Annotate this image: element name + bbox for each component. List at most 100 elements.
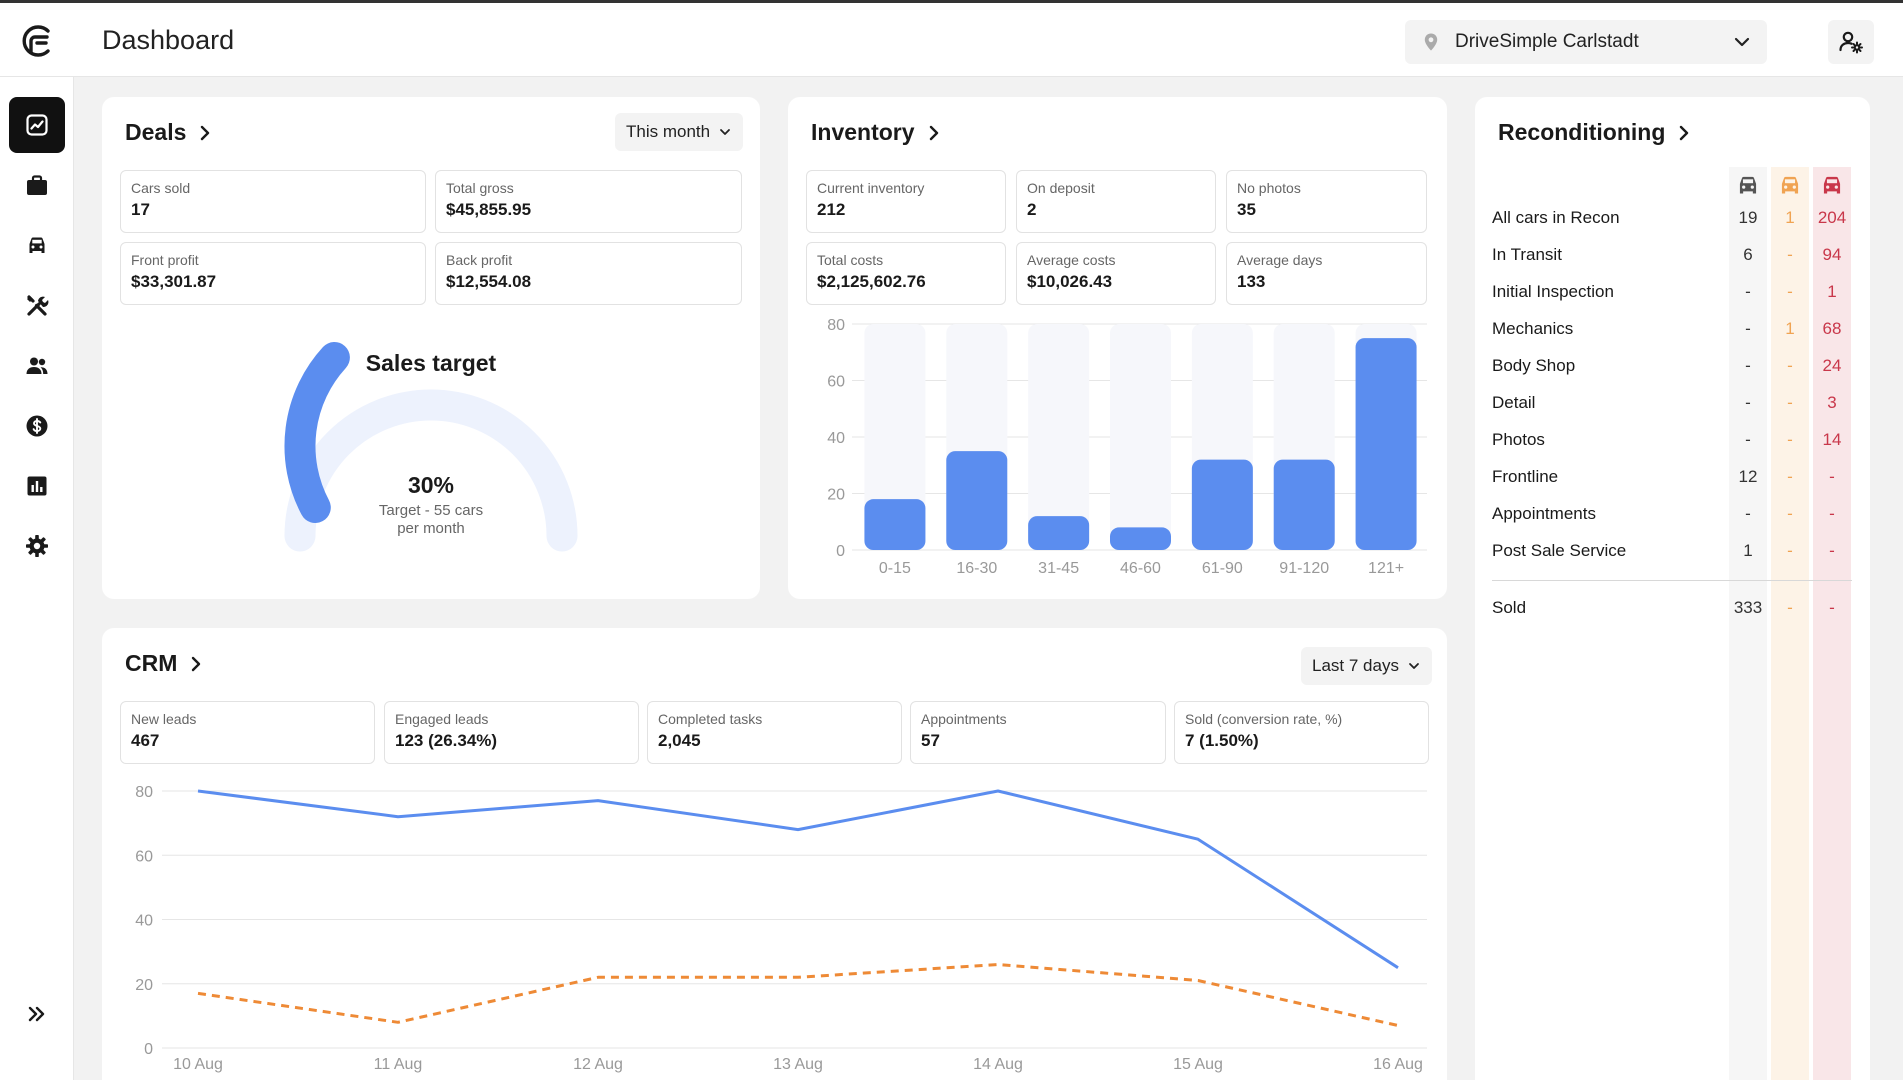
stat-average-costs: Average costs $10,026.43 xyxy=(1016,242,1216,305)
recon-count-total: 6 xyxy=(1743,245,1753,264)
x-tick-label: 10 Aug xyxy=(173,1056,223,1073)
stat-value: 57 xyxy=(921,731,940,750)
sidebar-item-finance[interactable] xyxy=(9,398,65,454)
reconditioning-title-link[interactable]: Reconditioning xyxy=(1498,119,1693,146)
recon-count-overdue: - xyxy=(1829,541,1835,560)
briefcase-icon xyxy=(27,175,47,195)
chevron-right-icon xyxy=(1680,125,1689,140)
stat-back-profit: Back profit $12,554.08 xyxy=(435,242,742,305)
stat-label: New leads xyxy=(131,711,197,727)
bar[interactable] xyxy=(864,499,926,550)
bar[interactable] xyxy=(1273,459,1335,550)
bar-track xyxy=(1028,324,1090,550)
stat-value: 35 xyxy=(1237,200,1256,219)
x-tick-label: 61-90 xyxy=(1202,560,1243,577)
bar[interactable] xyxy=(946,451,1008,550)
recon-count-total: 19 xyxy=(1738,208,1758,227)
top-bar: Dashboard DriveSimple Carlstadt xyxy=(0,0,1903,77)
y-tick-label: 80 xyxy=(135,784,153,801)
bar[interactable] xyxy=(1191,459,1253,550)
car-icon xyxy=(1739,176,1757,194)
recon-count-warning: - xyxy=(1787,393,1793,412)
recon-row-name: Frontline xyxy=(1492,467,1559,486)
series-line[interactable] xyxy=(197,963,1399,1027)
sidebar-item-deals[interactable] xyxy=(9,158,65,214)
recon-column-bg-overdue xyxy=(1813,167,1851,1080)
recon-row-initial-inspection[interactable]: Initial Inspection - - 1 xyxy=(1475,273,1870,310)
reconditioning-title: Reconditioning xyxy=(1498,119,1666,145)
sidebar-expand-button[interactable] xyxy=(9,986,65,1042)
brand-logo-icon[interactable] xyxy=(18,22,56,60)
stat-value: 212 xyxy=(817,200,846,219)
recon-count-total: - xyxy=(1745,282,1751,301)
recon-row-in-transit[interactable]: In Transit 6 - 94 xyxy=(1475,236,1870,273)
recon-row-mechanics[interactable]: Mechanics - 1 68 xyxy=(1475,310,1870,347)
inventory-title-link[interactable]: Inventory xyxy=(811,119,943,146)
recon-count-overdue: - xyxy=(1829,598,1835,617)
car-icon xyxy=(1781,176,1799,194)
stat-no-photos: No photos 35 xyxy=(1226,170,1427,233)
recon-row-frontline[interactable]: Frontline 12 - - xyxy=(1475,458,1870,495)
recon-row-name: All cars in Recon xyxy=(1492,208,1620,227)
location-label: DriveSimple Carlstadt xyxy=(1455,31,1639,52)
stat-value: 2 xyxy=(1027,200,1037,219)
recon-count-warning: - xyxy=(1787,282,1793,301)
stat-label: Total costs xyxy=(817,252,884,268)
sidebar-item-dashboard[interactable] xyxy=(9,97,65,153)
crm-title-link[interactable]: CRM xyxy=(125,650,205,677)
location-select[interactable]: DriveSimple Carlstadt xyxy=(1405,20,1767,64)
recon-row-body-shop[interactable]: Body Shop - - 24 xyxy=(1475,347,1870,384)
sidebar-item-inventory[interactable] xyxy=(9,218,65,274)
recon-row-sold[interactable]: Sold 333 - - xyxy=(1475,589,1870,626)
recon-count-overdue: 3 xyxy=(1827,393,1837,412)
sales-target-percent: 30% xyxy=(407,472,455,498)
x-tick-label: 16-30 xyxy=(956,560,997,577)
inventory-age-bar-chart: 0 20 40 60 80 0-15 16-30 31-45 46-60 61-90 91-120 1… xyxy=(827,317,1427,577)
recon-row-all-cars[interactable]: All cars in Recon 19 1 204 xyxy=(1475,199,1870,236)
recon-row-name: Mechanics xyxy=(1492,319,1574,338)
recon-row-post-sale-service[interactable]: Post Sale Service 1 - - xyxy=(1475,532,1870,569)
crm-period-dropdown[interactable]: Last 7 days xyxy=(1301,647,1432,685)
sidebar-item-reports[interactable] xyxy=(9,458,65,514)
car-icon xyxy=(1823,176,1841,194)
stat-value: 467 xyxy=(131,731,160,750)
recon-row-photos[interactable]: Photos - - 14 xyxy=(1475,421,1870,458)
recon-row-name: Appointments xyxy=(1492,504,1596,523)
page-title: Dashboard xyxy=(102,25,235,55)
y-tick-label: 80 xyxy=(827,317,845,334)
stat-on-deposit: On deposit 2 xyxy=(1016,170,1216,233)
series-line[interactable] xyxy=(197,789,1399,969)
sidebar-item-crm[interactable] xyxy=(9,338,65,394)
stat-label: Completed tasks xyxy=(658,711,763,727)
bar[interactable] xyxy=(1355,338,1417,550)
recon-count-total: 1 xyxy=(1743,541,1753,560)
deals-title: Deals xyxy=(125,119,187,145)
stat-label: Back profit xyxy=(446,252,513,268)
recon-count-overdue: - xyxy=(1829,467,1835,486)
x-tick-label: 15 Aug xyxy=(1173,1056,1223,1073)
stat-new-leads: New leads 467 xyxy=(120,701,375,764)
y-tick-label: 0 xyxy=(144,1041,153,1058)
stat-average-days: Average days 133 xyxy=(1226,242,1427,305)
x-tick-label: 14 Aug xyxy=(973,1056,1023,1073)
deals-period-dropdown[interactable]: This month xyxy=(615,113,744,151)
recon-count-total: - xyxy=(1745,504,1751,523)
y-tick-label: 60 xyxy=(135,848,153,865)
recon-count-overdue: - xyxy=(1829,504,1835,523)
sales-target-subtitle: Target - 55 cars per month xyxy=(378,502,484,537)
sidebar-item-settings[interactable] xyxy=(9,518,65,574)
sidebar xyxy=(0,77,74,1080)
deals-period-label: This month xyxy=(626,122,711,141)
recon-row-name: Photos xyxy=(1492,430,1545,449)
recon-count-overdue: 94 xyxy=(1822,245,1842,264)
bar[interactable] xyxy=(1110,527,1171,550)
user-settings-icon xyxy=(1839,31,1863,54)
deals-title-link[interactable]: Deals xyxy=(125,119,214,146)
recon-row-appointments[interactable]: Appointments - - - xyxy=(1475,495,1870,532)
recon-row-detail[interactable]: Detail - - 3 xyxy=(1475,384,1870,421)
bar[interactable] xyxy=(1028,516,1090,550)
user-settings-button[interactable] xyxy=(1828,20,1874,64)
gear-icon xyxy=(26,535,48,557)
sidebar-item-reconditioning[interactable] xyxy=(9,278,65,334)
x-tick-label: 16 Aug xyxy=(1373,1056,1423,1073)
